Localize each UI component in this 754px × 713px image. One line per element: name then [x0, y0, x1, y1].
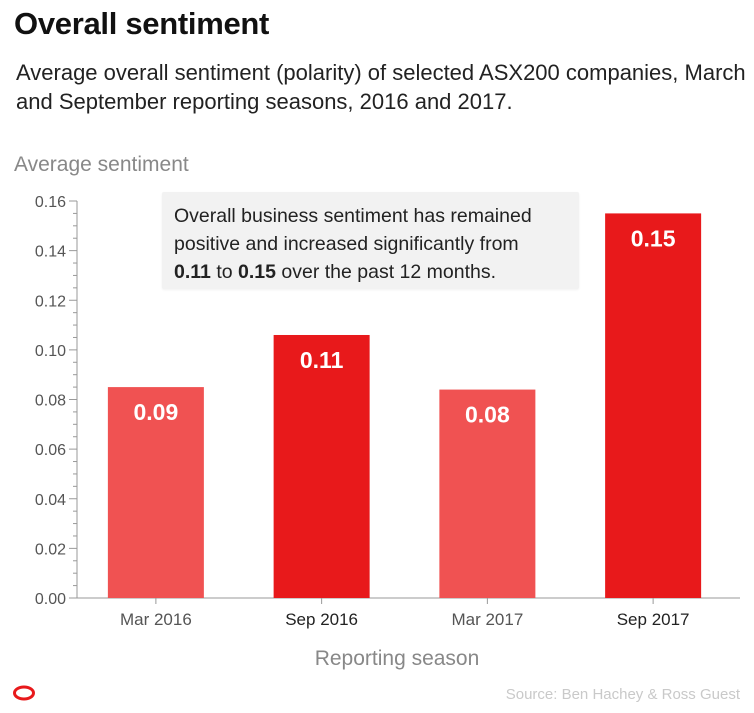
y-tick-label: 0.00 — [35, 591, 66, 608]
bar — [439, 389, 536, 598]
chart-title: Overall sentiment — [14, 6, 270, 41]
bar-data-label: 0.15 — [631, 225, 676, 251]
annotation-connector: to — [216, 261, 233, 283]
x-tick-label: Sep 2017 — [617, 610, 690, 629]
y-tick-label: 0.04 — [35, 492, 66, 509]
bar-data-label: 0.09 — [133, 399, 178, 425]
annotation-to-value: 0.15 — [238, 261, 276, 283]
y-tick-label: 0.02 — [35, 541, 66, 558]
chart-subtitle: Average overall sentiment (polarity) of … — [16, 60, 746, 114]
x-axis-title: Reporting season — [315, 647, 480, 670]
annotation-line-1: Overall business sentiment has remained — [174, 205, 532, 227]
y-axis-title: Average sentiment — [14, 153, 189, 176]
annotation-text: Overall business sentiment has remained … — [174, 202, 574, 286]
bar-data-label: 0.11 — [300, 347, 344, 373]
annotation-box: Overall business sentiment has remained … — [162, 192, 579, 289]
source-note: Source: Ben Hachey & Ross Guest — [505, 686, 740, 703]
x-tick-label: Sep 2016 — [285, 610, 358, 629]
annotation-line-3: over the past 12 months. — [281, 261, 496, 283]
y-tick-label: 0.12 — [35, 293, 66, 310]
bar-data-label: 0.08 — [465, 402, 510, 428]
x-tick-label: Mar 2017 — [451, 610, 523, 629]
bar — [273, 334, 370, 598]
y-tick-label: 0.10 — [35, 343, 66, 360]
the-conversation-logo-icon — [12, 684, 36, 707]
y-tick-label: 0.08 — [35, 393, 66, 410]
annotation-line-2: positive and increased significantly fro… — [174, 233, 519, 255]
bar — [605, 213, 702, 598]
y-tick-label: 0.06 — [35, 442, 66, 459]
y-tick-label: 0.16 — [35, 194, 66, 211]
bar — [107, 387, 204, 598]
annotation-from-value: 0.11 — [174, 261, 211, 283]
x-tick-label: Mar 2016 — [120, 610, 192, 629]
y-tick-label: 0.14 — [35, 244, 66, 261]
